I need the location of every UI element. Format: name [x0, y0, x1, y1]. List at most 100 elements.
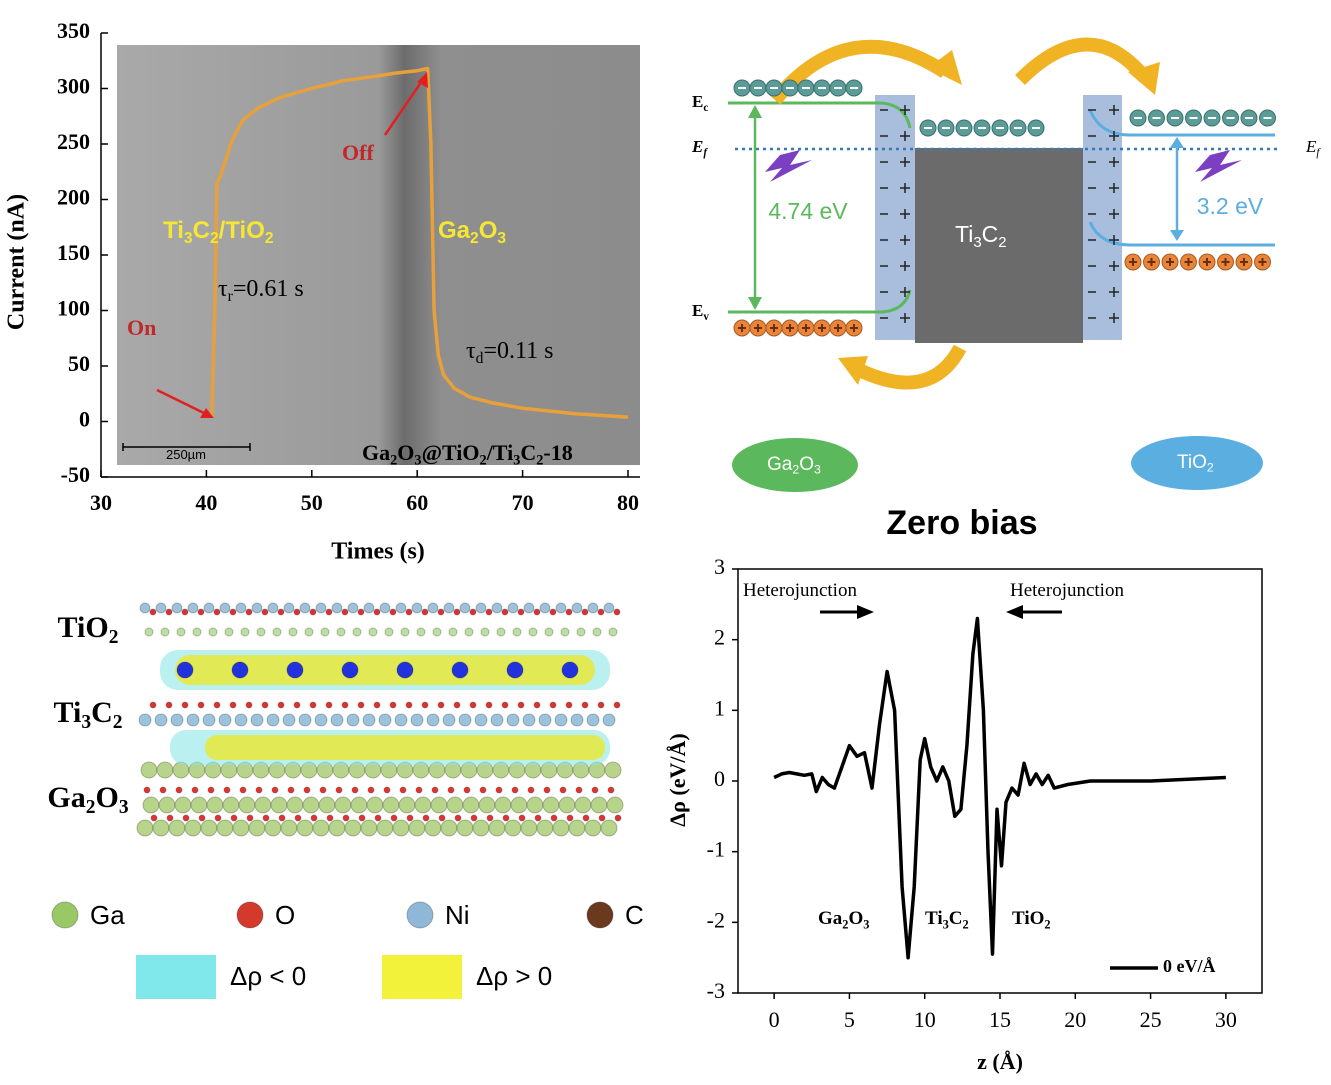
layer-label-part: Ga — [47, 781, 85, 814]
o-atom — [495, 786, 503, 794]
ni-atom — [299, 602, 311, 614]
material-label-part: C — [193, 217, 210, 244]
o-atom — [159, 786, 167, 794]
o-atom — [511, 786, 519, 794]
ga-atom — [510, 796, 528, 814]
ga-atom — [424, 819, 442, 837]
o-atom — [437, 701, 445, 709]
ga-atom — [496, 627, 506, 637]
sample-label-part: C — [520, 440, 536, 465]
ga-atom — [440, 819, 458, 837]
ga-atom — [208, 627, 218, 637]
ga-atom — [392, 819, 410, 837]
o-atom — [191, 786, 199, 794]
sample-label-sub: 2 — [536, 453, 543, 469]
o-atom — [341, 608, 349, 616]
ni-atom — [170, 713, 184, 727]
ni-atom — [411, 602, 423, 614]
o-atom — [277, 608, 285, 616]
o-atom — [479, 786, 487, 794]
material-tag-part: Ga — [767, 454, 793, 475]
o-atom — [565, 608, 573, 616]
level-label-part: E — [691, 137, 703, 156]
o-atom — [437, 608, 445, 616]
scale-bar — [122, 443, 251, 451]
o-atom — [255, 786, 263, 794]
sample-label-sub: 2 — [390, 453, 397, 469]
sem-image — [117, 45, 640, 465]
region-label: Ti3C2 — [925, 908, 969, 931]
arrowhead — [1170, 137, 1184, 148]
ga-atom — [136, 819, 154, 837]
ga-atom — [320, 627, 330, 637]
o-atom — [485, 701, 493, 709]
ga-atom — [272, 627, 282, 637]
ni-atom — [203, 602, 215, 614]
ni-atom — [235, 602, 247, 614]
o-atom — [581, 701, 589, 709]
o-atom — [527, 786, 535, 794]
ga-atom — [456, 819, 474, 837]
charge-plus — [1109, 105, 1119, 115]
ga-atom — [350, 796, 368, 814]
material-tag: Ga2O3 — [767, 454, 821, 477]
material-label-sub: 2 — [265, 230, 274, 247]
arrowhead — [200, 408, 214, 418]
o-atom — [613, 608, 621, 616]
charge-plus — [1109, 261, 1119, 271]
light-bolt — [1195, 150, 1242, 182]
o-atom — [143, 786, 151, 794]
layer-label-sub: 2 — [113, 712, 123, 733]
charge-plus — [900, 157, 910, 167]
ni-atom — [410, 713, 424, 727]
scale-bar-label: 250µm — [166, 447, 206, 462]
ga-atom — [368, 627, 378, 637]
o-atom — [326, 814, 334, 822]
ni-atom — [347, 602, 359, 614]
ga-atom — [526, 796, 544, 814]
o-atom — [607, 786, 615, 794]
center-label: Ti3C2 — [955, 221, 1007, 251]
ni-atom — [251, 602, 263, 614]
atom-label: C — [625, 900, 644, 930]
o-atom — [239, 786, 247, 794]
ga-atom — [168, 819, 186, 837]
o-atom — [598, 814, 606, 822]
ni-atom — [363, 602, 375, 614]
hole-sign — [1240, 258, 1248, 266]
region-label: TiO2 — [1012, 908, 1051, 931]
tio2-tag — [1131, 436, 1263, 490]
hole-sign — [1166, 258, 1174, 266]
ni-atom — [475, 602, 487, 614]
ga-atom — [232, 819, 250, 837]
o-atom — [223, 786, 231, 794]
y-tick-label: 350 — [57, 18, 90, 43]
ga-atom — [446, 796, 464, 814]
y-tick-label: 50 — [68, 351, 90, 376]
material-label-part: Ti — [163, 217, 184, 244]
sample-label-part: Ga — [362, 440, 390, 465]
ga-atom — [408, 819, 426, 837]
arrowhead — [928, 50, 962, 85]
heterojunction-label: Heterojunction — [1010, 580, 1124, 601]
region-label-part: O — [848, 908, 863, 929]
ga-atom — [158, 796, 176, 814]
off-arrow — [383, 77, 426, 136]
center-label-part: Ti — [955, 221, 973, 247]
ga-atom — [318, 796, 336, 814]
ni-atom — [474, 713, 488, 727]
ga-atom — [254, 796, 272, 814]
charge-plus — [900, 261, 910, 271]
material-label-sub: 2 — [470, 230, 479, 247]
ga-atom — [504, 819, 522, 837]
level-label-part: E — [692, 301, 703, 320]
ga-atom — [478, 796, 496, 814]
level-label: Ev — [692, 301, 709, 323]
ni-atom — [378, 713, 392, 727]
level-label: Ef — [1305, 137, 1321, 159]
o-atom — [469, 608, 477, 616]
ni-atom — [346, 713, 360, 727]
gap-label: 3.2 eV — [1197, 193, 1264, 219]
o-atom — [453, 608, 461, 616]
o-atom — [453, 701, 461, 709]
